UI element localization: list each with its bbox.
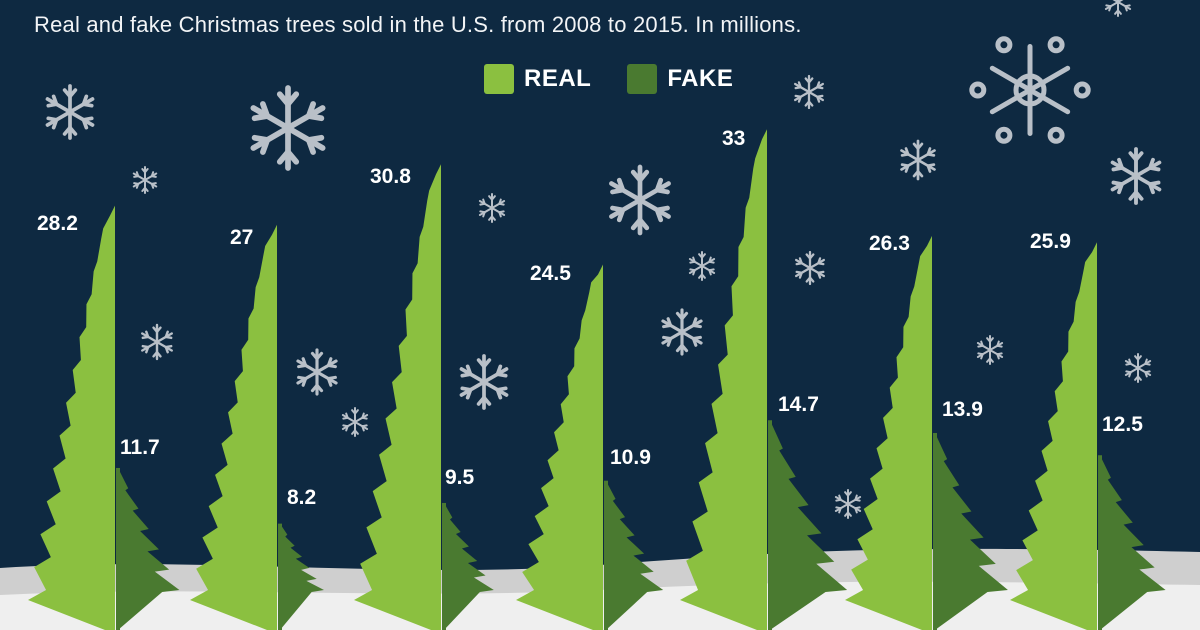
real-tree xyxy=(28,205,115,630)
snowflake-icon xyxy=(795,250,825,286)
real-tree xyxy=(516,264,603,630)
snowflake-icon xyxy=(900,139,936,181)
real-tree xyxy=(1010,242,1097,630)
real-value-label: 26.3 xyxy=(869,232,910,255)
real-value-label: 30.8 xyxy=(370,165,411,188)
real-value-label: 24.5 xyxy=(530,262,571,285)
real-tree xyxy=(354,164,441,630)
real-value-label: 33 xyxy=(722,127,746,150)
snowflake-icon xyxy=(1124,353,1152,383)
real-tree xyxy=(680,129,767,630)
snowflake-icon xyxy=(296,348,338,396)
fake-value-label: 10.9 xyxy=(610,446,651,469)
fake-value-label: 13.9 xyxy=(942,398,983,421)
fake-tree-trunk xyxy=(933,432,937,630)
fake-tree-trunk xyxy=(116,467,120,630)
fake-tree xyxy=(770,420,848,630)
fake-tree xyxy=(606,480,664,630)
snowflake-icon xyxy=(794,74,824,110)
legend-item-real: REAL xyxy=(484,64,591,94)
real-tree xyxy=(845,235,932,630)
snowflake-icon xyxy=(1104,0,1132,17)
fake-tree-trunk xyxy=(442,502,446,630)
fake-tree-trunk xyxy=(768,420,772,630)
large-snowflake-icon xyxy=(969,36,1091,144)
legend-swatch-fake xyxy=(627,64,658,94)
snowflake-icon xyxy=(45,84,95,140)
legend-swatch-real xyxy=(484,64,514,94)
legend-label-real: REAL xyxy=(524,65,592,92)
fake-tree-trunk xyxy=(604,480,608,630)
snowflake-icon xyxy=(688,251,716,281)
fake-tree xyxy=(118,467,180,630)
fake-value-label: 14.7 xyxy=(778,393,819,416)
snowflake-icon xyxy=(976,335,1004,365)
real-value-label: 25.9 xyxy=(1030,230,1071,253)
fake-tree xyxy=(935,432,1008,630)
fake-value-label: 8.2 xyxy=(287,486,317,509)
fake-tree-trunk xyxy=(278,523,282,630)
chart-subtitle: Real and fake Christmas trees sold in th… xyxy=(34,12,802,37)
snowflake-icon xyxy=(341,407,369,437)
snowflake-icon xyxy=(609,164,671,236)
legend: REAL FAKE xyxy=(484,64,759,94)
fake-tree xyxy=(444,502,494,630)
fake-tree xyxy=(1100,455,1166,630)
snowflake-icon xyxy=(834,489,862,519)
legend-item-fake: FAKE xyxy=(627,64,733,94)
snowflake-icon xyxy=(478,193,506,223)
snowflake-icon xyxy=(250,85,326,171)
legend-label-fake: FAKE xyxy=(667,65,734,92)
fake-value-label: 11.7 xyxy=(120,436,160,459)
snowflake-icon xyxy=(661,308,703,356)
fake-value-label: 12.5 xyxy=(1102,413,1143,436)
fake-tree xyxy=(280,523,324,630)
real-value-label: 28.2 xyxy=(37,212,78,235)
fake-tree-trunk xyxy=(1098,455,1102,630)
real-value-label: 27 xyxy=(230,226,254,249)
real-tree xyxy=(190,224,277,630)
snowflake-icon xyxy=(1110,147,1162,205)
snowflake-icon xyxy=(459,354,509,410)
snowflake-icon xyxy=(141,323,173,361)
snowflake-icon xyxy=(132,166,158,194)
fake-value-label: 9.5 xyxy=(445,466,475,489)
